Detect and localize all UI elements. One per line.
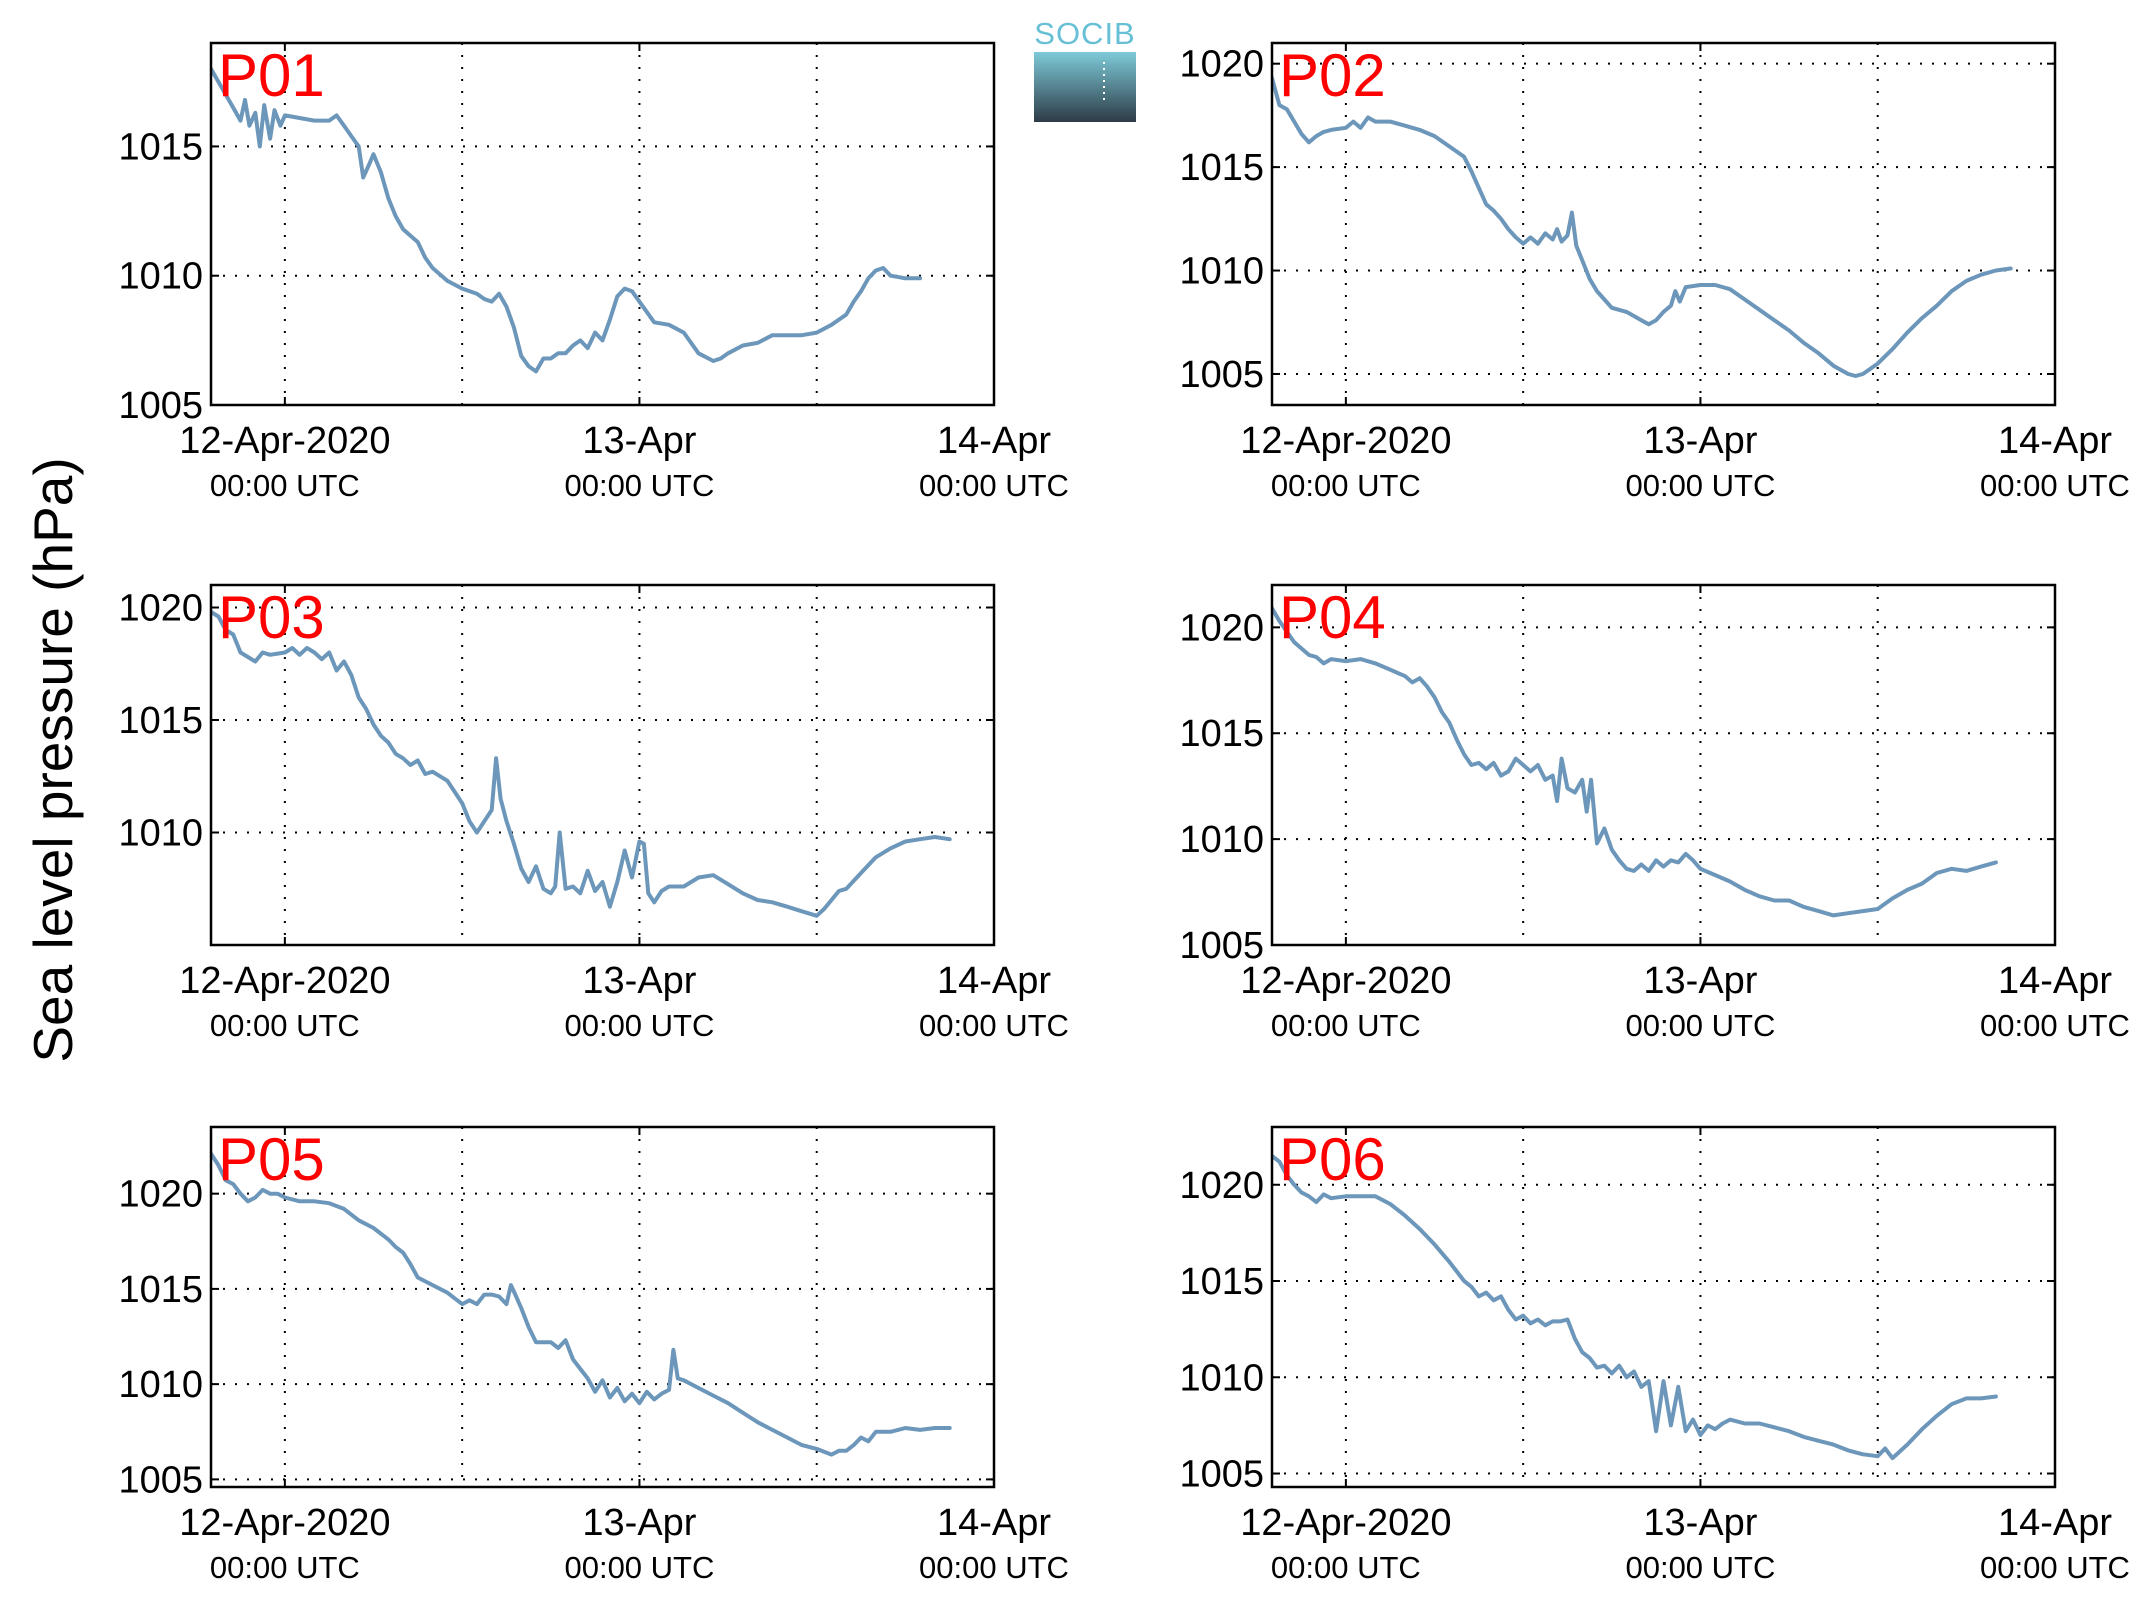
panel-p05: 1005 1010 1015 1020 12-Apr-2020 00:00 UTC 13-A… — [118, 1125, 1069, 1585]
y-tick-label: 1015 — [1179, 147, 1264, 189]
x-tick-sublabel: 00:00 UTC — [1271, 1550, 1421, 1585]
y-tick-label: 1015 — [118, 700, 203, 742]
y-tick-label: 1020 — [1179, 607, 1264, 649]
panels: 1005 1010 1015 12-Apr-2020 00:00 UTC 13-Apr 00… — [118, 41, 2130, 1585]
pressure-series-line — [211, 610, 952, 918]
x-tick-sublabel: 00:00 UTC — [564, 1008, 714, 1043]
y-tick-label: 1010 — [1179, 251, 1264, 293]
pressure-series-line — [1272, 606, 1998, 918]
x-tick-sublabel: 00:00 UTC — [1271, 1008, 1421, 1043]
y-tick-label: 1020 — [118, 1174, 203, 1216]
panel-label: P06 — [1279, 1126, 1386, 1193]
panel-label: P01 — [218, 42, 325, 109]
x-tick-label: 14-Apr — [1998, 420, 2112, 462]
plot-frame — [209, 41, 996, 407]
panel-label: P02 — [1279, 42, 1386, 109]
x-tick-label: 14-Apr — [1998, 1502, 2112, 1544]
y-tick-label: 1010 — [118, 1364, 203, 1406]
panel-p02: 1005 1010 1015 1020 12-Apr-2020 00:00 UTC 13-A… — [1179, 41, 2130, 503]
panel-label: P04 — [1279, 584, 1386, 651]
x-tick-label: 13-Apr — [1643, 960, 1757, 1002]
panel-label: P03 — [218, 584, 325, 651]
x-tick-label: 14-Apr — [1998, 960, 2112, 1002]
y-tick-label: 1005 — [1179, 925, 1264, 967]
plot-frame — [209, 583, 996, 947]
x-tick-label: 12-Apr-2020 — [1240, 420, 1451, 462]
x-tick-sublabel: 00:00 UTC — [1271, 468, 1421, 503]
y-tick-label: 1020 — [1179, 44, 1264, 86]
x-tick-sublabel: 00:00 UTC — [1625, 1550, 1775, 1585]
x-tick-sublabel: 00:00 UTC — [210, 1550, 360, 1585]
x-tick-sublabel: 00:00 UTC — [210, 468, 360, 503]
plot-frame — [1270, 41, 2057, 407]
panel-label: P05 — [218, 1126, 325, 1193]
pressure-series-line — [1272, 1153, 1998, 1461]
x-tick-sublabel: 00:00 UTC — [564, 468, 714, 503]
x-tick-sublabel: 00:00 UTC — [1625, 468, 1775, 503]
y-tick-label: 1005 — [118, 385, 203, 427]
y-tick-label: 1020 — [1179, 1165, 1264, 1207]
panel-p01: 1005 1010 1015 12-Apr-2020 00:00 UTC 13-Apr 00… — [118, 41, 1069, 503]
y-tick-label: 1010 — [1179, 1357, 1264, 1399]
x-tick-sublabel: 00:00 UTC — [919, 468, 1069, 503]
x-tick-label: 14-Apr — [937, 960, 1051, 1002]
x-tick-label: 13-Apr — [582, 1502, 696, 1544]
logo-block — [1034, 52, 1136, 122]
x-tick-label: 12-Apr-2020 — [179, 1502, 390, 1544]
x-tick-sublabel: 00:00 UTC — [919, 1550, 1069, 1585]
pressure-series-line — [211, 66, 923, 374]
x-tick-label: 13-Apr — [582, 420, 696, 462]
logo-text: SOCIB — [1034, 16, 1135, 51]
y-tick-label: 1015 — [1179, 1261, 1264, 1303]
x-tick-label: 13-Apr — [582, 960, 696, 1002]
panel-p03: 1010 1015 1020 12-Apr-2020 00:00 UTC 13-Apr 00… — [118, 583, 1069, 1043]
x-tick-sublabel: 00:00 UTC — [1980, 1550, 2130, 1585]
y-tick-label: 1010 — [118, 813, 203, 855]
x-tick-sublabel: 00:00 UTC — [210, 1008, 360, 1043]
y-tick-label: 1005 — [1179, 1454, 1264, 1496]
x-tick-sublabel: 00:00 UTC — [564, 1550, 714, 1585]
y-tick-label: 1015 — [118, 1269, 203, 1311]
socib-logo: SOCIB — [1034, 16, 1136, 122]
x-tick-sublabel: 00:00 UTC — [1980, 468, 2130, 503]
y-axis-label: Sea level pressure (hPa) — [22, 457, 84, 1062]
y-tick-label: 1010 — [118, 256, 203, 298]
x-tick-label: 14-Apr — [937, 1502, 1051, 1544]
x-tick-label: 12-Apr-2020 — [1240, 960, 1451, 1002]
x-tick-sublabel: 00:00 UTC — [1625, 1008, 1775, 1043]
y-tick-label: 1005 — [1179, 354, 1264, 396]
y-tick-label: 1015 — [1179, 713, 1264, 755]
x-tick-label: 14-Apr — [937, 420, 1051, 462]
x-tick-label: 13-Apr — [1643, 1502, 1757, 1544]
y-tick-label: 1015 — [118, 126, 203, 168]
pressure-series-line — [211, 1151, 952, 1457]
x-tick-label: 12-Apr-2020 — [179, 960, 390, 1002]
pressure-series-line — [1272, 76, 2013, 378]
y-tick-label: 1020 — [118, 588, 203, 630]
panel-p06: 1005 1010 1015 1020 12-Apr-2020 00:00 UTC 13-A… — [1179, 1125, 2130, 1585]
x-tick-sublabel: 00:00 UTC — [1980, 1008, 2130, 1043]
plot-frame — [1270, 583, 2057, 947]
y-tick-label: 1005 — [118, 1459, 203, 1501]
plot-frame — [209, 1125, 996, 1489]
panel-p04: 1005 1010 1015 1020 12-Apr-2020 00:00 UTC 13-A… — [1179, 583, 2130, 1043]
x-tick-label: 12-Apr-2020 — [1240, 1502, 1451, 1544]
x-tick-sublabel: 00:00 UTC — [919, 1008, 1069, 1043]
x-tick-label: 12-Apr-2020 — [179, 420, 390, 462]
plot-frame — [1270, 1125, 2057, 1489]
x-tick-label: 13-Apr — [1643, 420, 1757, 462]
y-tick-label: 1010 — [1179, 819, 1264, 861]
